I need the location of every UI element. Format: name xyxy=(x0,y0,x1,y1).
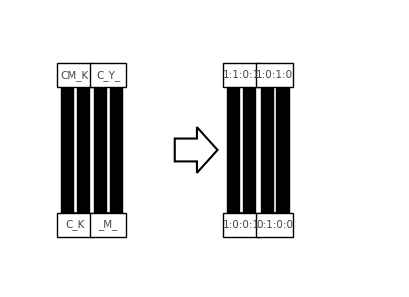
FancyBboxPatch shape xyxy=(256,213,293,237)
FancyBboxPatch shape xyxy=(57,213,93,237)
Bar xyxy=(276,86,288,214)
Bar xyxy=(227,86,239,214)
FancyBboxPatch shape xyxy=(223,213,260,237)
Text: 0:1:0:0: 0:1:0:0 xyxy=(256,220,293,230)
Bar xyxy=(94,86,106,214)
Text: 1:0:0:1: 1:0:0:1 xyxy=(223,220,260,230)
Bar xyxy=(243,86,255,214)
Bar xyxy=(77,86,89,214)
FancyBboxPatch shape xyxy=(223,63,260,87)
Text: 1:0:1:0: 1:0:1:0 xyxy=(256,70,293,80)
Bar xyxy=(61,86,73,214)
FancyBboxPatch shape xyxy=(90,213,126,237)
FancyBboxPatch shape xyxy=(90,63,126,87)
Text: C_K: C_K xyxy=(65,219,85,230)
Bar xyxy=(261,86,273,214)
Bar xyxy=(110,86,122,214)
FancyBboxPatch shape xyxy=(57,63,93,87)
Text: C_Y_: C_Y_ xyxy=(96,69,120,80)
Text: 1:1:0:1: 1:1:0:1 xyxy=(222,70,260,80)
Text: _M_: _M_ xyxy=(99,219,118,230)
Polygon shape xyxy=(175,127,218,173)
Text: CM_K: CM_K xyxy=(61,69,89,80)
FancyBboxPatch shape xyxy=(256,63,293,87)
